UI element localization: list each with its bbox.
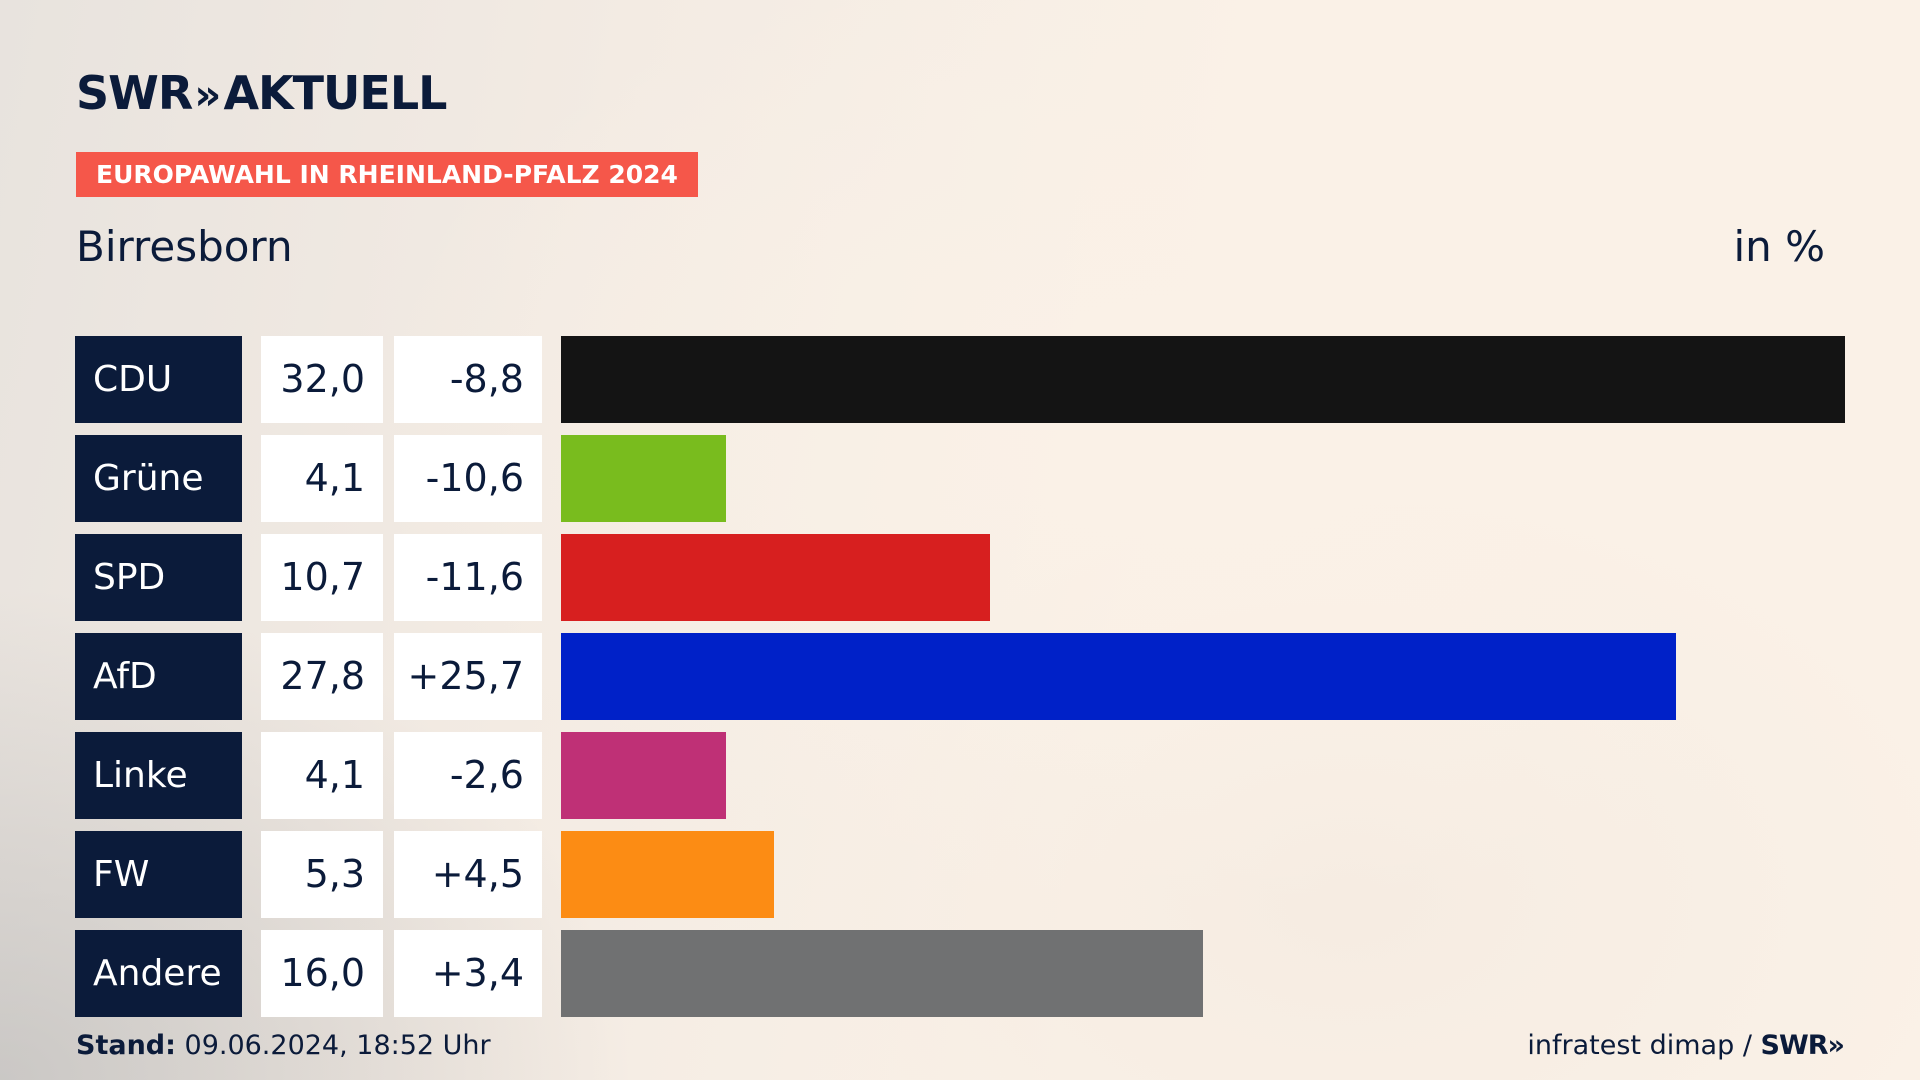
bar-gr-ne: [561, 435, 726, 522]
source-text: infratest dimap /: [1527, 1030, 1752, 1061]
swr-aktuell-logo: SWR» AKTUELL: [76, 66, 447, 120]
vote-share-value: 27,8: [261, 633, 383, 720]
double-chevron-icon: »: [194, 70, 221, 119]
chart-row: CDU 32,0 -8,8: [0, 336, 1920, 423]
change-value: -11,6: [394, 534, 542, 621]
vote-share-value: 10,7: [261, 534, 383, 621]
unit-label: in %: [1733, 222, 1825, 271]
logo-aktuell-text: AKTUELL: [223, 66, 447, 120]
vote-share-value: 4,1: [261, 732, 383, 819]
change-value: +3,4: [394, 930, 542, 1017]
chart-row: Linke 4,1 -2,6: [0, 732, 1920, 819]
chart-row: SPD 10,7 -11,6: [0, 534, 1920, 621]
party-label: Linke: [75, 732, 242, 819]
election-tag: EUROPAWAHL IN RHEINLAND-PFALZ 2024: [76, 152, 698, 197]
vote-share-value: 5,3: [261, 831, 383, 918]
vote-share-value: 32,0: [261, 336, 383, 423]
chart-row: Grüne 4,1 -10,6: [0, 435, 1920, 522]
party-label: Grüne: [75, 435, 242, 522]
logo-swr-text: SWR: [76, 66, 193, 120]
chart-row: AfD 27,8 +25,7: [0, 633, 1920, 720]
change-value: +25,7: [394, 633, 542, 720]
party-label: CDU: [75, 336, 242, 423]
footer-swr-text: SWR: [1760, 1030, 1829, 1061]
change-value: -8,8: [394, 336, 542, 423]
region-title: Birresborn: [76, 222, 293, 271]
chart-row: Andere 16,0 +3,4: [0, 930, 1920, 1017]
source-credit: infratest dimap / SWR»: [1527, 1030, 1846, 1061]
bar-fw: [561, 831, 774, 918]
timestamp-label: Stand:: [76, 1030, 176, 1061]
bar-andere: [561, 930, 1203, 1017]
vote-share-value: 4,1: [261, 435, 383, 522]
vote-share-value: 16,0: [261, 930, 383, 1017]
change-value: -2,6: [394, 732, 542, 819]
bar-cdu: [561, 336, 1845, 423]
party-label: AfD: [75, 633, 242, 720]
bar-linke: [561, 732, 726, 819]
double-chevron-icon: »: [1827, 1030, 1845, 1061]
party-label: Andere: [75, 930, 242, 1017]
chart-row: FW 5,3 +4,5: [0, 831, 1920, 918]
bar-afd: [561, 633, 1676, 720]
timestamp-value: 09.06.2024, 18:52 Uhr: [184, 1030, 491, 1061]
change-value: +4,5: [394, 831, 542, 918]
timestamp: Stand: 09.06.2024, 18:52 Uhr: [76, 1030, 491, 1061]
footer-swr-logo: SWR»: [1760, 1030, 1846, 1061]
party-label: SPD: [75, 534, 242, 621]
party-label: FW: [75, 831, 242, 918]
bar-spd: [561, 534, 990, 621]
change-value: -10,6: [394, 435, 542, 522]
